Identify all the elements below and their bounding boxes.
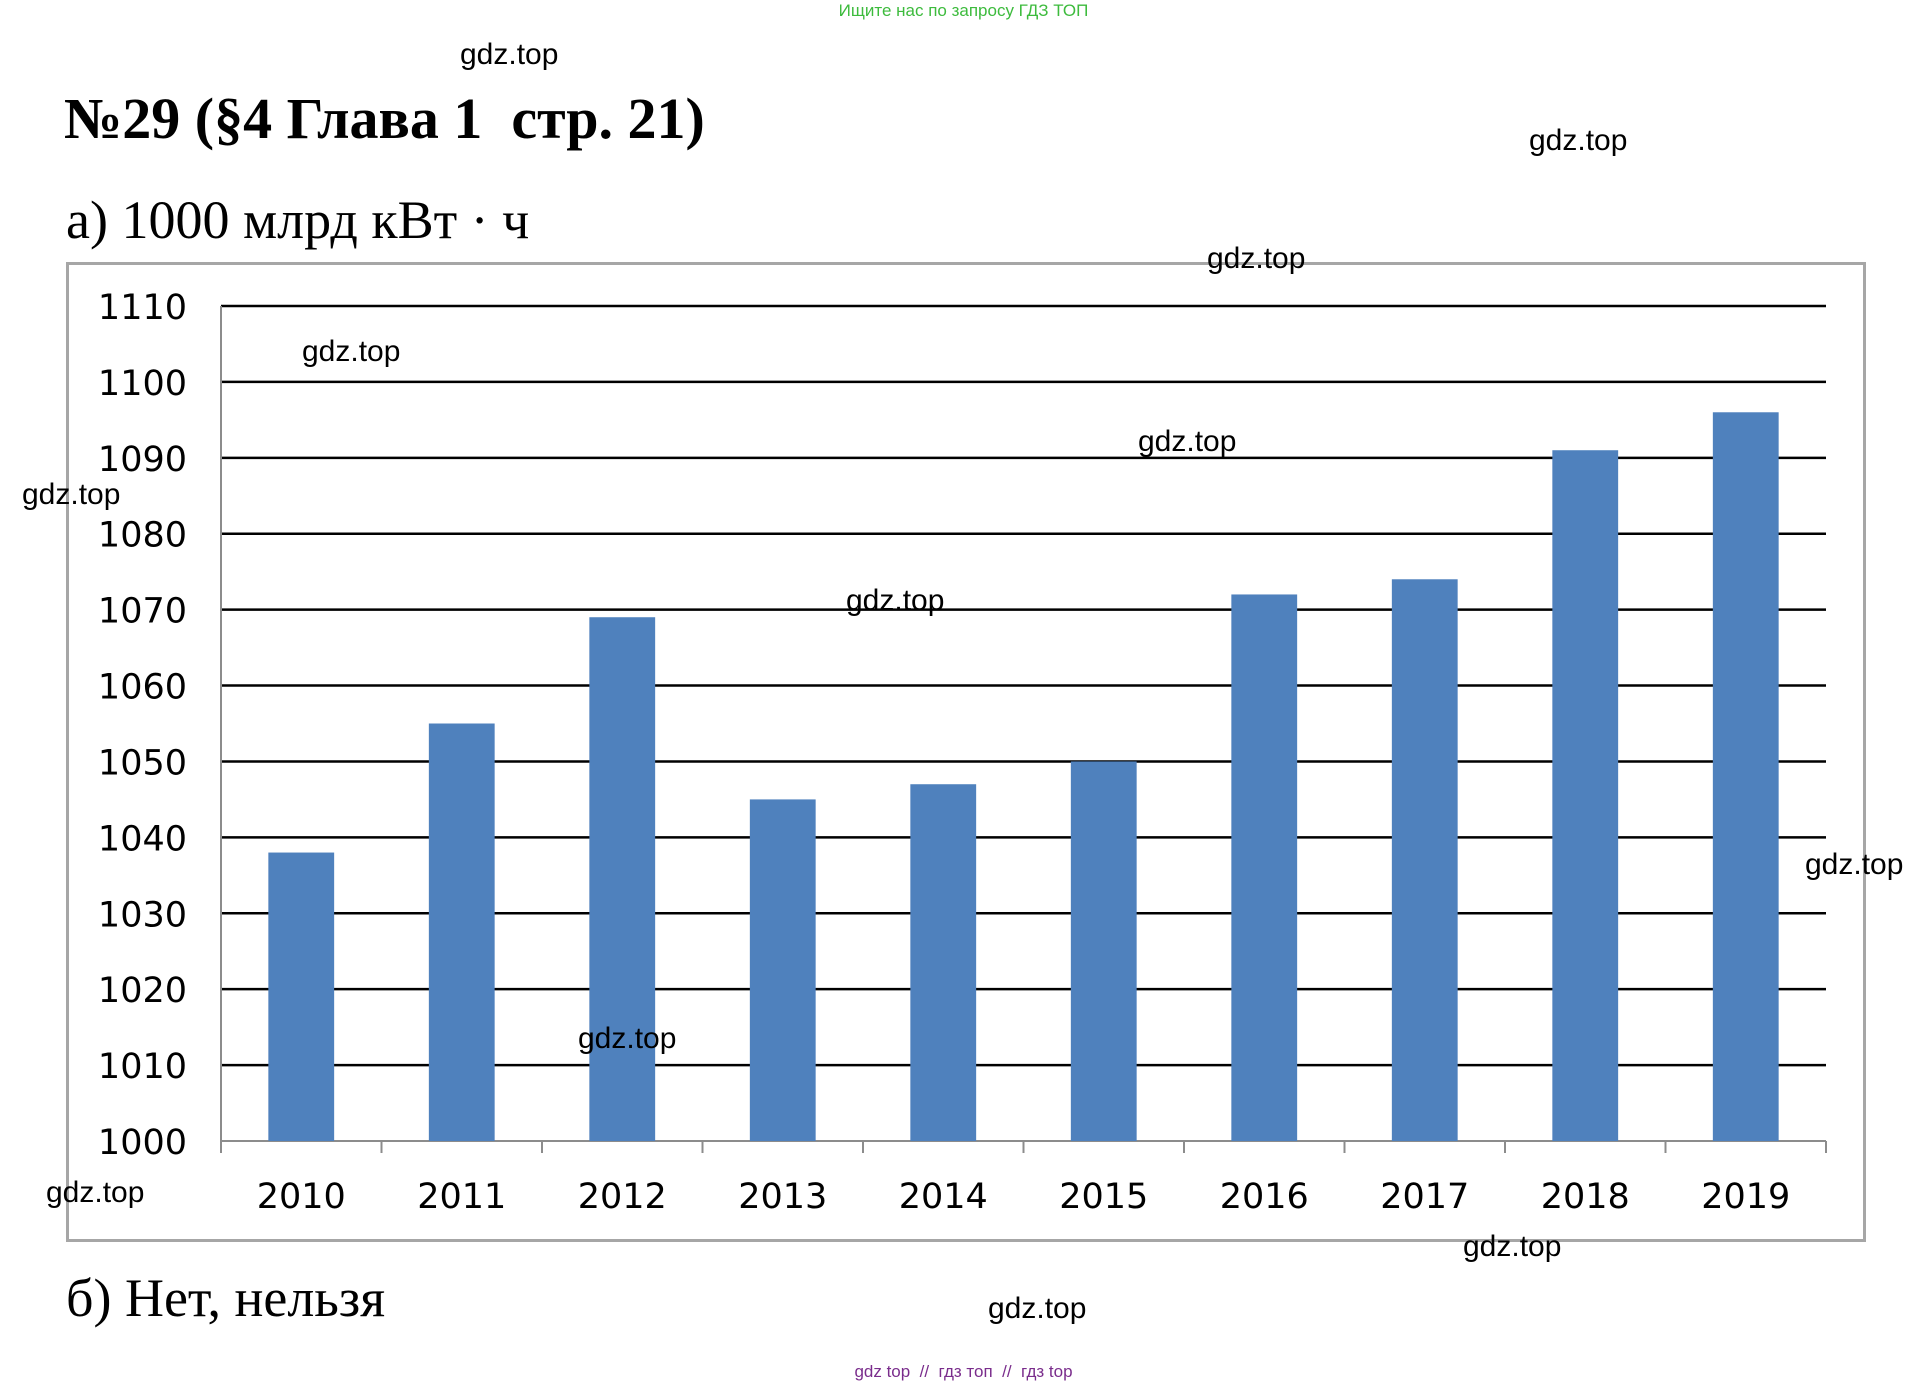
- y-tick-label: 1100: [98, 364, 187, 404]
- bar-chart: 1000 1010 1020 1030 1040 1050 1060 1070 1080 1090…: [98, 288, 1827, 1217]
- bar-2012: [589, 617, 656, 1141]
- watermark-text: gdz.top: [460, 38, 559, 71]
- chart-frame: 1000 1010 1020 1030 1040 1050 1060 1070 1080 1090…: [66, 262, 1866, 1242]
- watermark-text: gdz.top: [1529, 124, 1628, 157]
- watermark-text: gdz.top: [846, 584, 945, 617]
- watermark-text: gdz.top: [46, 1176, 145, 1209]
- bar-2018: [1552, 450, 1619, 1141]
- x-tick-label: 2014: [899, 1177, 988, 1217]
- x-tick-label: 2012: [578, 1177, 667, 1217]
- y-tick-label: 1020: [98, 971, 187, 1011]
- x-tick-label: 2010: [257, 1177, 346, 1217]
- watermark-text: gdz.top: [1805, 848, 1904, 881]
- bar-2015: [1070, 761, 1137, 1141]
- bar-2017: [1391, 579, 1458, 1141]
- x-tick-label: 2015: [1059, 1177, 1148, 1217]
- search-banner[interactable]: Ищите нас по запросу ГДЗ ТОП: [838, 1, 1089, 20]
- watermark-text: gdz.top: [302, 335, 401, 368]
- bar-2011: [428, 723, 495, 1141]
- y-tick-label: 1000: [98, 1123, 187, 1163]
- x-tick-label: 2018: [1541, 1177, 1630, 1217]
- y-tick-label: 1050: [98, 743, 187, 783]
- y-tick-label: 1040: [98, 819, 187, 859]
- watermark-text: gdz.top: [22, 478, 121, 511]
- y-tick-label: 1060: [98, 668, 187, 708]
- watermark-text: gdz.top: [1463, 1230, 1562, 1263]
- answer-a: а) 1000 млрд кВт · ч: [66, 190, 530, 250]
- bar-2010: [268, 852, 335, 1141]
- bar-2013: [749, 799, 816, 1141]
- watermark-text: gdz.top: [988, 1292, 1087, 1325]
- watermark-text: gdz.top: [1138, 425, 1237, 458]
- page-title: №29 (§4 Глава 1 стр. 21): [64, 86, 705, 151]
- y-tick-label: 1090: [98, 440, 187, 480]
- answer-b: б) Нет, нельзя: [66, 1268, 386, 1328]
- bar-2016: [1231, 594, 1298, 1141]
- bar-2019: [1712, 412, 1779, 1141]
- y-tick-label: 1070: [98, 592, 187, 632]
- x-tick-label: 2017: [1380, 1177, 1469, 1217]
- watermark-text: gdz.top: [578, 1022, 677, 1055]
- x-tick-label: 2019: [1701, 1177, 1790, 1217]
- x-tick-label: 2016: [1220, 1177, 1309, 1217]
- watermark-text: gdz.top: [1207, 242, 1306, 275]
- bar-2014: [910, 784, 977, 1141]
- bottom-links[interactable]: gdz top // гдз топ // гдз top: [854, 1362, 1073, 1381]
- x-tick-label: 2011: [417, 1177, 506, 1217]
- y-tick-label: 1080: [98, 516, 187, 556]
- x-tick-label: 2013: [738, 1177, 827, 1217]
- y-tick-label: 1030: [98, 895, 187, 935]
- y-tick-label: 1110: [98, 288, 187, 328]
- y-tick-label: 1010: [98, 1047, 187, 1087]
